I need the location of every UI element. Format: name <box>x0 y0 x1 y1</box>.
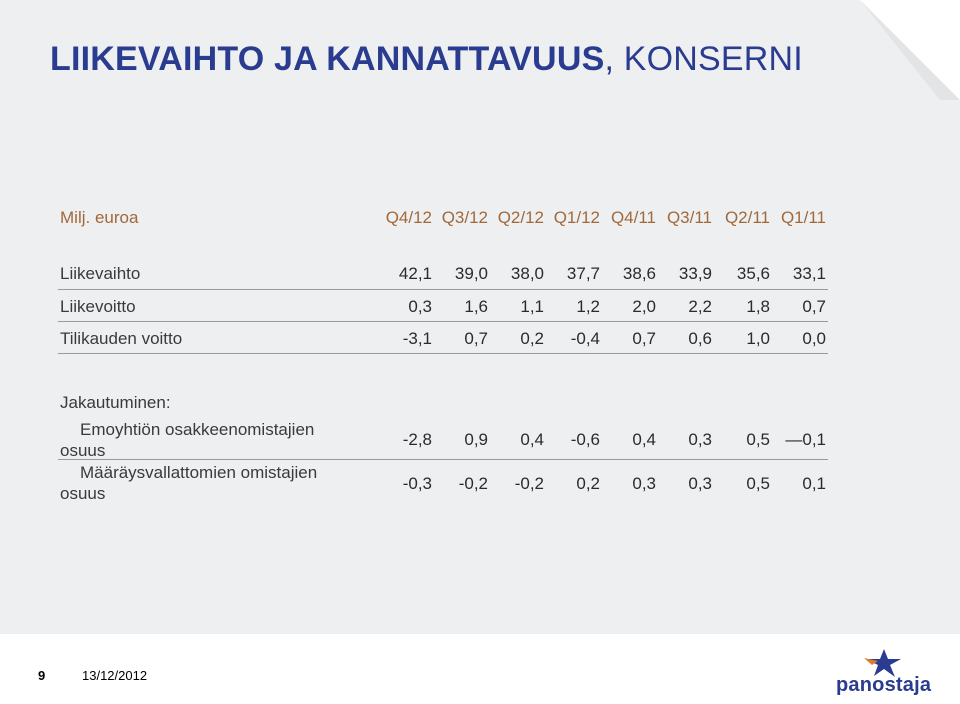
table-cell: 33,1 <box>792 264 826 283</box>
table-cell: 1,1 <box>520 297 544 316</box>
row-divider <box>58 289 828 290</box>
table-cell: 0,7 <box>632 329 656 348</box>
unit-label: Milj. euroa <box>60 208 139 227</box>
table-cell: 1,6 <box>464 297 488 316</box>
table-cell: 0,3 <box>408 297 432 316</box>
column-header: Q4/12 <box>385 208 432 227</box>
breakdown-row-label: Määräysvallattomien omistajien osuus <box>60 463 318 503</box>
table-cell: -0,2 <box>458 474 488 493</box>
company-logo: panostaja <box>834 648 934 700</box>
table-cell: 39,0 <box>454 264 488 283</box>
table-cell: 0,9 <box>464 430 488 449</box>
table-cell: 1,8 <box>746 297 770 316</box>
row-divider <box>58 321 828 322</box>
row-label: Tilikauden voitto <box>60 329 183 348</box>
page-title-light: , KONSERNI <box>604 40 803 78</box>
table-cell: -0,6 <box>570 430 600 449</box>
table-cell: 0,3 <box>688 430 712 449</box>
table-cell: 0,3 <box>632 474 656 493</box>
table-cell: 38,6 <box>622 264 656 283</box>
table-cell: 33,9 <box>678 264 712 283</box>
table-cell: 0,5 <box>746 474 770 493</box>
table-cell: —0,1 <box>785 430 826 449</box>
table-cell: 0,2 <box>576 474 600 493</box>
table-cell: 0,0 <box>802 329 826 348</box>
breakdown-label: Jakautuminen: <box>60 393 171 412</box>
row-label: Liikevaihto <box>60 264 141 283</box>
table-cell: 0,6 <box>688 329 712 348</box>
table-cell: -0,3 <box>402 474 432 493</box>
row-label: Liikevoitto <box>60 297 136 316</box>
table-cell: 0,7 <box>464 329 488 348</box>
column-header: Q3/12 <box>441 208 488 227</box>
column-header: Q2/12 <box>497 208 544 227</box>
page-number: 9 <box>38 668 46 683</box>
page-title: LIIKEVAIHTO JA KANNATTAVUUS, KONSERNI <box>50 40 803 79</box>
table-cell: -2,8 <box>402 430 432 449</box>
table-cell: 0,2 <box>520 329 544 348</box>
row-divider <box>58 459 828 460</box>
table-cell: 0,4 <box>520 430 544 449</box>
breakdown-row-label: Emoyhtiön osakkeenomistajien osuus <box>60 420 315 460</box>
table-cell: -3,1 <box>402 329 432 348</box>
table-cell: -0,2 <box>514 474 544 493</box>
table-cell: 2,0 <box>632 297 656 316</box>
table-cell: 37,7 <box>566 264 600 283</box>
table-cell: 0,3 <box>688 474 712 493</box>
corner-fold <box>860 0 960 100</box>
table-cell: 38,0 <box>510 264 544 283</box>
page-title-strong: LIIKEVAIHTO JA KANNATTAVUUS <box>50 40 605 78</box>
table-cell: 0,5 <box>746 430 770 449</box>
table-cell: 35,6 <box>736 264 770 283</box>
table-cell: 0,4 <box>632 430 656 449</box>
table-cell: 1,0 <box>746 329 770 348</box>
logo-text: panostaja <box>836 674 932 696</box>
footer-date: 13/12/2012 <box>82 668 148 683</box>
star-icon <box>864 649 901 677</box>
column-header: Q1/12 <box>553 208 600 227</box>
table-cell: -0,4 <box>570 329 600 348</box>
column-header: Q2/11 <box>724 208 770 227</box>
slide-background <box>0 0 960 634</box>
column-header: Q4/11 <box>610 208 656 227</box>
column-header: Q3/11 <box>666 208 712 227</box>
table-cell: 2,2 <box>688 297 712 316</box>
table-cell: 1,2 <box>576 297 600 316</box>
column-header: Q1/11 <box>780 208 826 227</box>
table-cell: 42,1 <box>398 264 432 283</box>
row-divider <box>58 353 828 354</box>
table-cell: 0,1 <box>802 474 826 493</box>
table-cell: 0,7 <box>802 297 826 316</box>
